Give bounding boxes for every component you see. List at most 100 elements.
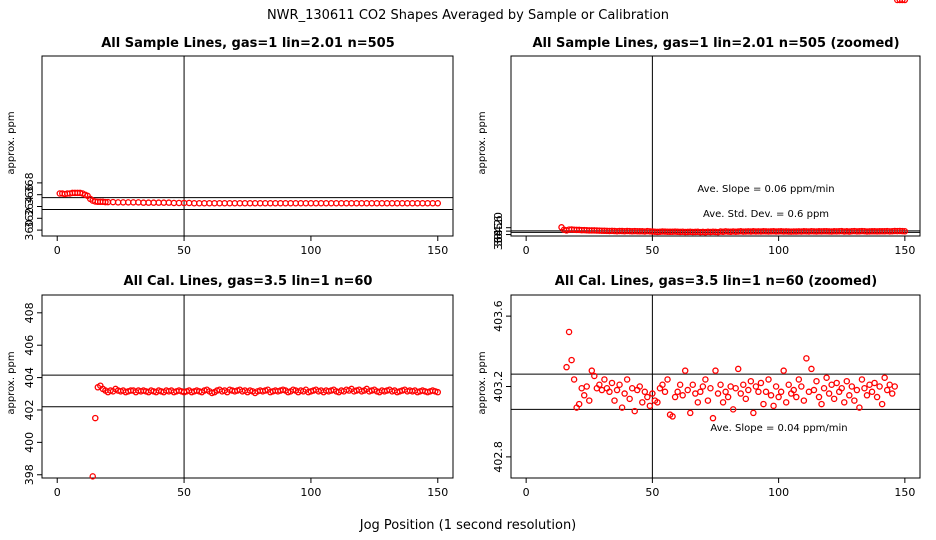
data-point xyxy=(742,395,750,403)
data-point xyxy=(429,199,436,207)
data-point xyxy=(246,199,254,207)
data-point xyxy=(780,367,787,374)
data-point xyxy=(722,388,729,396)
data-point xyxy=(155,199,162,206)
data-point xyxy=(165,199,173,206)
data-point xyxy=(694,399,702,406)
plot-frame xyxy=(41,294,454,479)
data-point xyxy=(563,363,570,371)
data-point xyxy=(575,400,583,408)
data-point xyxy=(613,386,621,394)
data-point xyxy=(838,385,845,392)
data-point xyxy=(378,199,386,207)
data-point xyxy=(631,407,638,415)
data-point xyxy=(856,404,863,411)
annotation-std-dev: Ave. Std. Dev. = 0.6 ppm xyxy=(703,209,829,220)
data-point xyxy=(641,388,649,396)
data-point xyxy=(140,199,147,206)
data-point xyxy=(894,0,901,4)
data-point xyxy=(363,199,370,207)
x-tick-label: 0 xyxy=(54,486,61,499)
data-point xyxy=(704,397,712,404)
y-axis-label: approx. ppm xyxy=(477,351,488,414)
data-point xyxy=(353,199,360,207)
data-point xyxy=(684,386,691,394)
data-point xyxy=(251,199,259,207)
panel-cal: All Cal. Lines, gas=3.5 lin=1 n=60 appro… xyxy=(6,274,454,499)
data-point xyxy=(767,392,775,399)
data-point xyxy=(757,379,765,387)
data-point xyxy=(697,388,704,396)
data-point xyxy=(760,400,767,408)
data-point xyxy=(689,381,697,388)
data-point xyxy=(565,328,573,336)
data-point xyxy=(803,355,810,362)
data-point xyxy=(775,393,782,401)
annotation-slope: Ave. Slope = 0.04 ppm/min xyxy=(710,423,847,434)
data-point xyxy=(623,376,631,383)
data-point xyxy=(114,199,122,206)
data-point xyxy=(782,399,790,406)
y-tick-label: 368 xyxy=(23,172,36,193)
y-tick-label: 400 xyxy=(23,432,36,453)
data-point xyxy=(848,383,856,390)
data-point xyxy=(160,199,168,206)
data-point xyxy=(570,376,578,383)
data-point xyxy=(262,199,269,207)
data-point xyxy=(843,377,851,385)
data-point xyxy=(810,386,818,394)
data-point xyxy=(899,0,906,4)
data-point xyxy=(737,390,744,397)
data-point xyxy=(256,199,264,207)
data-point xyxy=(388,199,396,207)
data-point xyxy=(297,199,305,207)
data-point xyxy=(671,393,679,401)
data-points xyxy=(558,224,909,236)
data-point xyxy=(676,381,684,388)
data-point xyxy=(901,0,909,4)
x-tick-label: 150 xyxy=(427,244,448,257)
x-tick-label: 0 xyxy=(523,486,530,499)
data-point xyxy=(770,402,777,410)
x-tick-label: 150 xyxy=(894,244,915,257)
data-point xyxy=(747,377,755,385)
data-point xyxy=(724,393,732,401)
y-tick-label: 406 xyxy=(23,335,36,356)
data-point xyxy=(881,374,888,381)
data-point xyxy=(348,199,355,207)
data-point xyxy=(292,199,299,207)
data-point xyxy=(434,388,442,396)
data-point xyxy=(150,199,157,206)
x-tick-label: 50 xyxy=(177,244,191,257)
plot-frame xyxy=(510,294,921,479)
data-point xyxy=(333,199,340,207)
data-point xyxy=(109,198,117,206)
x-tick-label: 0 xyxy=(523,244,530,257)
panel-cal-zoomed: All Cal. Lines, gas=3.5 lin=1 n=60 (zoom… xyxy=(477,0,921,499)
data-point xyxy=(393,199,401,207)
plot-frame xyxy=(41,55,454,237)
data-point xyxy=(762,388,770,396)
data-point xyxy=(89,473,96,480)
x-tick-label: 50 xyxy=(645,244,659,257)
data-point xyxy=(272,199,279,207)
panel-title: All Cal. Lines, gas=3.5 lin=1 n=60 (zoom… xyxy=(555,274,877,289)
y-tick-label: 403.2 xyxy=(492,371,505,403)
data-point xyxy=(891,383,899,390)
data-point xyxy=(772,383,780,390)
panel-title: All Sample Lines, gas=1 lin=2.01 n=505 (… xyxy=(532,36,899,51)
data-points xyxy=(89,382,442,480)
data-point xyxy=(409,199,416,207)
y-axis-label: approx. ppm xyxy=(6,351,17,414)
data-point xyxy=(714,390,722,397)
data-point xyxy=(717,381,724,388)
data-point xyxy=(679,392,686,399)
data-point xyxy=(896,0,904,4)
data-point xyxy=(190,199,198,207)
data-point xyxy=(586,397,593,404)
data-point xyxy=(833,379,840,387)
x-tick-label: 100 xyxy=(768,244,789,257)
y-tick-label: 362 xyxy=(23,208,36,229)
data-point xyxy=(621,390,628,397)
